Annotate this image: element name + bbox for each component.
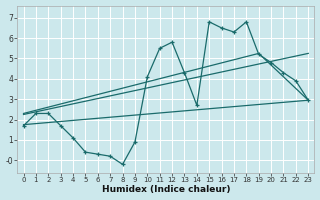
X-axis label: Humidex (Indice chaleur): Humidex (Indice chaleur) <box>102 185 230 194</box>
